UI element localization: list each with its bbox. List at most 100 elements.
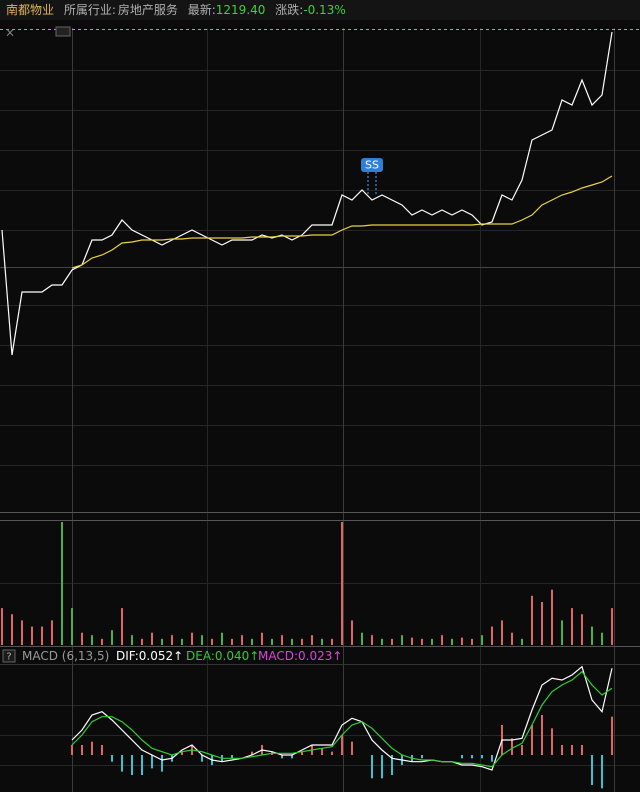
volume-bar [61,522,63,645]
volume-bar [1,608,3,645]
macd-bar [231,755,233,759]
volume-bar [21,620,23,645]
volume-bar [141,638,143,645]
change-label: 涨跌: [275,3,304,17]
macd-bar [611,716,613,755]
volume-bar [151,632,153,645]
macd-bar [541,715,543,755]
macd-bar [491,755,493,762]
macd-bar [341,735,343,755]
volume-bar [171,635,173,645]
macd-bar [181,751,183,755]
volume-bar [451,638,453,645]
dea-line [71,670,613,768]
volume-bar [421,638,423,645]
header: 南都物业 所属行业: 房地产服务 最新:1219.40 涨跌:-0.13% [0,0,640,20]
volume-bar [241,635,243,645]
macd-bar [71,745,73,755]
volume-bar [31,626,33,645]
dif-line [71,665,613,771]
volume-bar [231,638,233,645]
volume-bar [101,638,103,645]
macd-bar [111,755,113,762]
macd-bar [521,745,523,755]
macd-bar [151,755,153,769]
macd-bar [371,755,373,779]
volume-bar [571,608,573,645]
industry-label: 所属行业: [63,3,116,17]
volume-bar [521,638,523,645]
macd-bar [81,745,83,755]
macd-bar [381,755,383,779]
stock-name: 南都物业 [6,3,55,17]
volume-bar [511,632,513,645]
volume-bar [91,635,93,645]
volume-bar [291,638,293,645]
volume-bar [481,635,483,645]
volume-bar [301,638,303,645]
macd-bar [581,745,583,755]
volume-bar [121,608,123,645]
volume-bar [611,608,613,645]
volume-bar [391,638,393,645]
macd-bar [281,755,283,759]
latest: 1219.40 [215,3,266,17]
volume-bar [71,608,73,645]
volume-bar [271,638,273,645]
macd-bar [511,738,513,755]
volume-bar [341,522,343,645]
grid [0,28,640,792]
macd-bar [251,751,253,755]
volume-bar [111,630,113,645]
macd-bar [321,748,323,755]
volume-bar [181,638,183,645]
macd-bar [461,755,463,759]
change: -0.13% [303,3,346,17]
expand-icon[interactable] [55,26,71,37]
volume-bar [551,589,553,645]
volume-bar [161,638,163,645]
macd-bar [101,745,103,755]
macd-bar [481,755,483,759]
macd-bar [291,755,293,759]
volume-bar [211,638,213,645]
legend-dea: DEA:0.040↑ [186,649,259,663]
macd-bar [201,755,203,762]
volume-bar [321,638,323,645]
macd-bar [391,755,393,775]
volume-bar [561,620,563,645]
price-line [1,31,613,356]
volume-bar [461,637,463,645]
macd-bar [601,755,603,789]
macd-bar [161,755,163,772]
volume-bar [601,632,603,645]
volume-bar [191,632,193,645]
macd-bar [301,751,303,755]
macd-bar [331,751,333,755]
close-icon[interactable]: × [5,26,15,40]
volume-bar [541,601,543,645]
industry: 房地产服务 [117,3,178,17]
volume-bar [381,638,383,645]
volume-bar [581,614,583,645]
volume-bar [51,620,53,645]
macd-bar [561,745,563,755]
volume-bar [311,635,313,645]
help[interactable]: ? [6,652,11,663]
volume-bar [531,595,533,645]
volume-bar [441,635,443,645]
macd-bar [131,755,133,775]
macd-bar [141,755,143,775]
macd-bar [571,745,573,755]
latest-label: 最新: [187,3,216,17]
help-icon[interactable] [2,649,16,663]
volume-bar [281,635,283,645]
volume-bar [81,632,83,645]
volume-bar [411,637,413,645]
volume-bar [11,614,13,645]
volume-bar [131,635,133,645]
annotation-box [361,158,383,172]
volume-bar [401,635,403,645]
